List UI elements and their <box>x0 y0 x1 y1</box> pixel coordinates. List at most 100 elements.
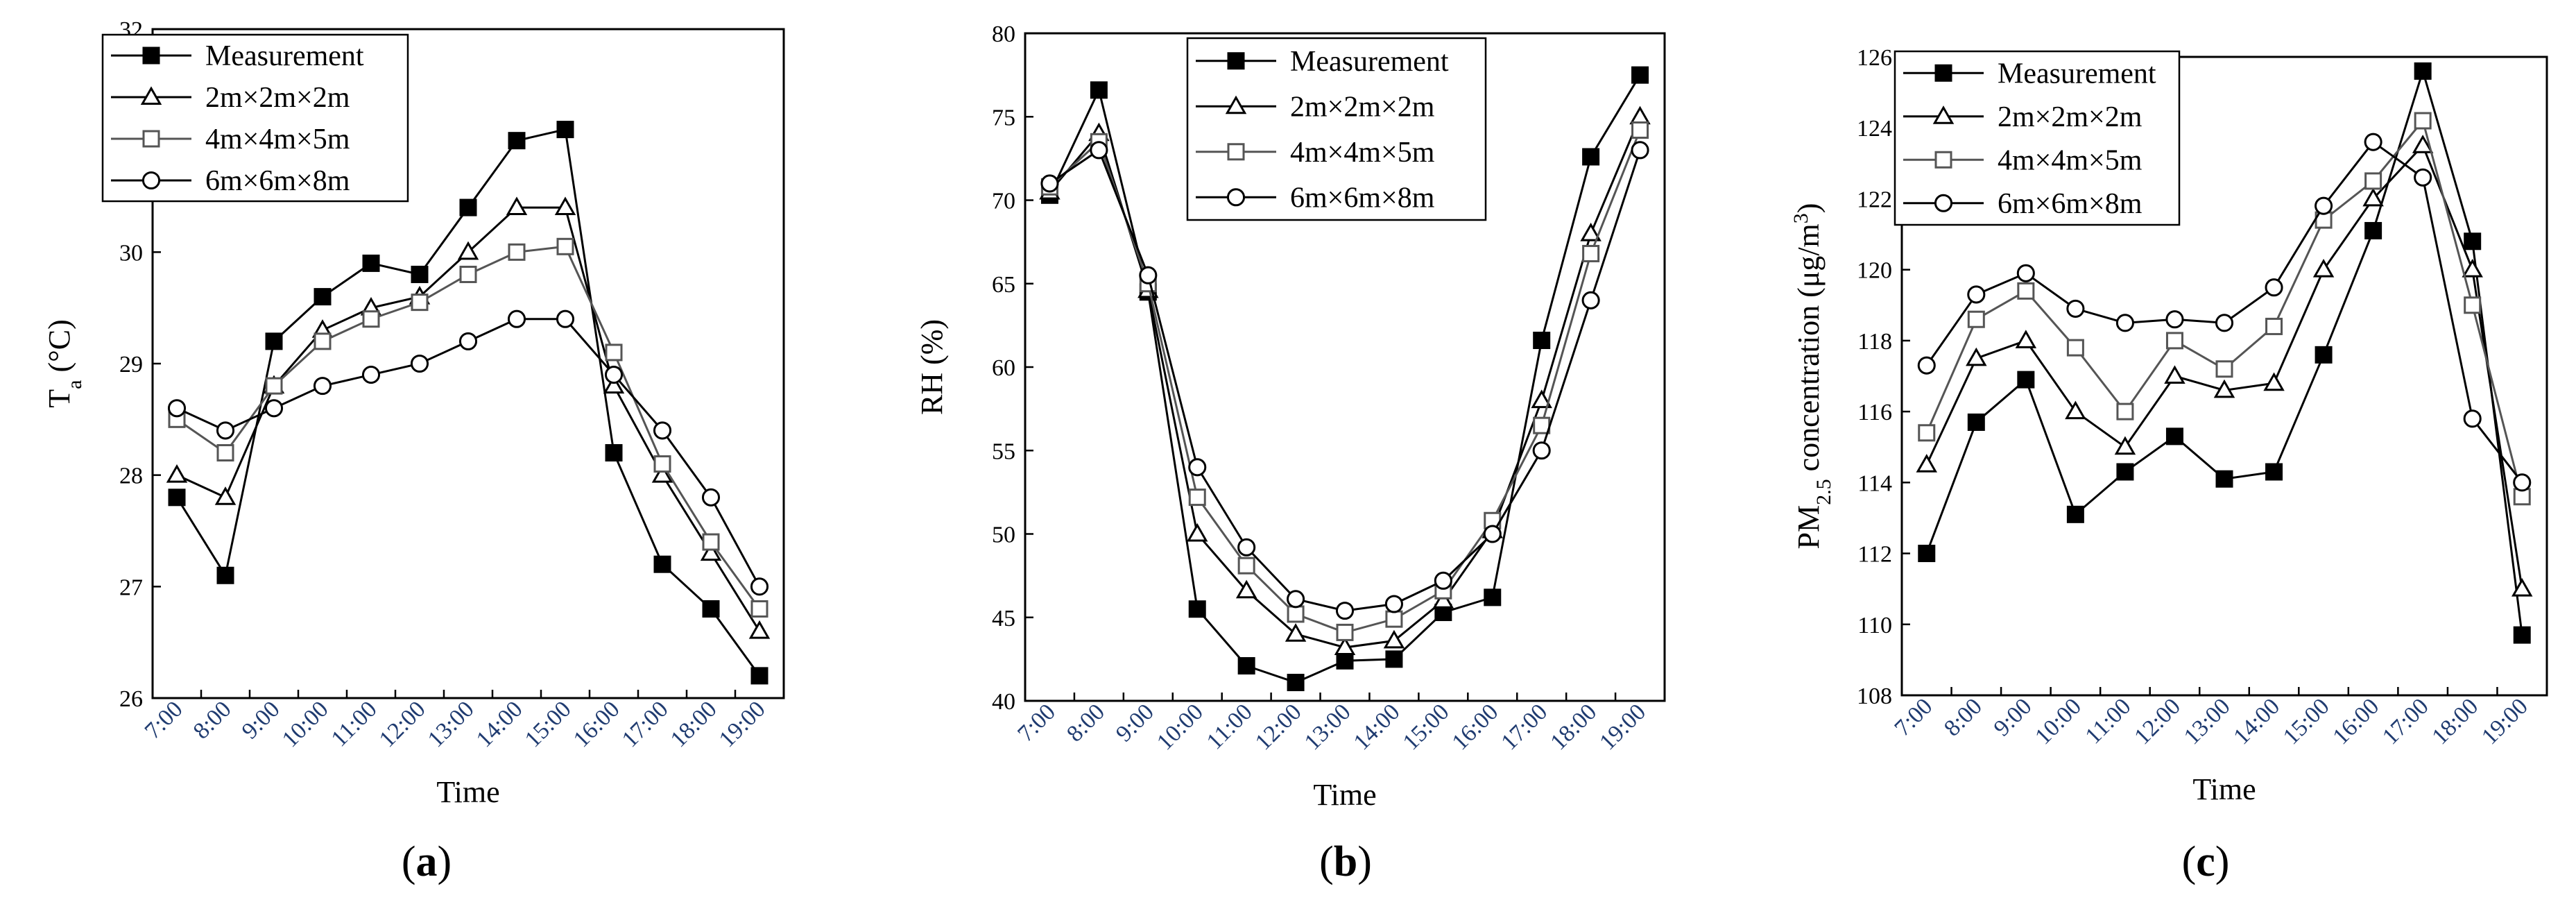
data-point <box>1967 310 1985 328</box>
legend-label: 2m×2m×2m <box>205 82 350 114</box>
y-tick-label: 29 <box>119 352 143 377</box>
x-tick-label: 8:00 <box>1939 693 1987 741</box>
data-point <box>1188 600 1206 618</box>
data-point <box>2066 299 2085 318</box>
data-point <box>214 486 237 505</box>
data-point <box>2066 505 2084 523</box>
data-point <box>1237 656 1255 674</box>
x-tick-label: 17:00 <box>2378 693 2434 749</box>
data-point <box>1139 266 1158 285</box>
data-point <box>313 377 332 396</box>
data-point <box>506 196 528 216</box>
x-tick-label: 7:00 <box>1890 693 1938 741</box>
legend-marker <box>140 86 162 105</box>
data-point <box>216 421 235 440</box>
data-point <box>1383 629 1405 649</box>
data-point <box>1385 650 1403 668</box>
data-point <box>1582 244 1600 262</box>
data-point <box>459 265 477 283</box>
data-point <box>411 265 429 283</box>
data-point <box>265 332 283 350</box>
data-point <box>1631 141 1649 160</box>
y-tick-label: 45 <box>992 606 1015 631</box>
caption-paren-close: ) <box>1357 838 1372 885</box>
data-point <box>1533 332 1551 350</box>
y-tick-label: 118 <box>1857 329 1892 355</box>
y-axis-label-rest: (°C) <box>42 319 76 380</box>
y-axis-label-end: ) <box>1792 203 1826 214</box>
data-point <box>1484 588 1502 606</box>
legend-label: 2m×2m×2m <box>1290 91 1435 123</box>
chart-a: 262728293031327:008:009:0010:0011:0012:0… <box>42 17 785 885</box>
data-point <box>1631 66 1649 84</box>
legend-label: 2m×2m×2m <box>1998 101 2143 133</box>
data-point <box>603 375 625 394</box>
data-point <box>605 444 623 462</box>
x-tick-label: 18:00 <box>666 696 722 752</box>
data-point <box>653 555 671 573</box>
panel-caption: (b) <box>1319 838 1372 885</box>
data-point <box>410 354 429 373</box>
data-point <box>750 600 768 618</box>
x-tick-label: 13:00 <box>1300 699 1356 755</box>
data-point <box>2265 278 2283 297</box>
y-tick-label: 50 <box>992 523 1015 548</box>
chart-c: 108 110 112 114 116 118 120 122 124 126 7:00 8:00 9:… <box>1789 45 2548 885</box>
data-point <box>651 464 673 483</box>
x-axis-label: Time <box>1313 778 1376 812</box>
caption-letter: a <box>416 838 438 885</box>
y-tick-label: 80 <box>992 22 1015 47</box>
data-point <box>1582 148 1600 166</box>
legend-label: 6m×6m×8m <box>205 165 350 197</box>
data-point <box>2065 400 2086 420</box>
data-point <box>1090 81 1108 99</box>
y-tick-label: 120 <box>1857 258 1892 284</box>
legend-label: Measurement <box>205 40 364 72</box>
data-point <box>702 600 720 618</box>
data-point <box>314 332 332 350</box>
x-tick-label: 14:00 <box>472 696 528 752</box>
data-point <box>1188 458 1207 477</box>
data-point <box>2165 332 2183 350</box>
data-point <box>1631 121 1649 139</box>
y-axis-label-rest: concentration (μg/m <box>1792 223 1826 479</box>
series-0 <box>1918 62 2531 644</box>
data-point <box>2213 379 2235 398</box>
x-tick-label: 7:00 <box>1013 699 1061 747</box>
data-point <box>2263 372 2285 391</box>
caption-paren-close: ) <box>2215 838 2230 885</box>
y-axis-label-subscript: a <box>63 380 86 389</box>
x-tick-label: 19:00 <box>1595 699 1651 755</box>
data-point <box>1335 602 1355 620</box>
y-tick-label: 112 <box>1857 542 1892 568</box>
data-point <box>700 542 722 561</box>
x-tick-label: 9:00 <box>237 696 285 744</box>
data-point <box>2116 402 2134 421</box>
data-point <box>265 377 283 395</box>
data-point <box>168 489 186 507</box>
data-point <box>362 310 380 328</box>
data-point <box>508 132 526 150</box>
x-tick-label: 8:00 <box>189 696 237 744</box>
data-point <box>1334 636 1356 656</box>
data-point <box>1237 538 1256 557</box>
data-point <box>1336 623 1354 641</box>
x-tick-label: 15:00 <box>1398 699 1454 755</box>
data-point <box>2513 626 2531 644</box>
data-point <box>508 243 526 261</box>
x-tick-label: 12:00 <box>1251 699 1307 755</box>
x-tick-label: 11:00 <box>1202 699 1257 754</box>
caption-paren-open: ( <box>1319 838 1334 885</box>
caption-letter: c <box>2196 838 2215 885</box>
data-point <box>2265 463 2283 481</box>
data-point <box>167 399 187 418</box>
data-point <box>2215 360 2233 378</box>
legend-marker <box>1226 188 1246 207</box>
data-point <box>2464 296 2482 314</box>
caption-letter: b <box>1334 838 1357 885</box>
legend-marker <box>1225 95 1247 114</box>
data-point <box>1580 222 1602 241</box>
series-0 <box>168 121 768 685</box>
data-point <box>2462 258 2483 278</box>
